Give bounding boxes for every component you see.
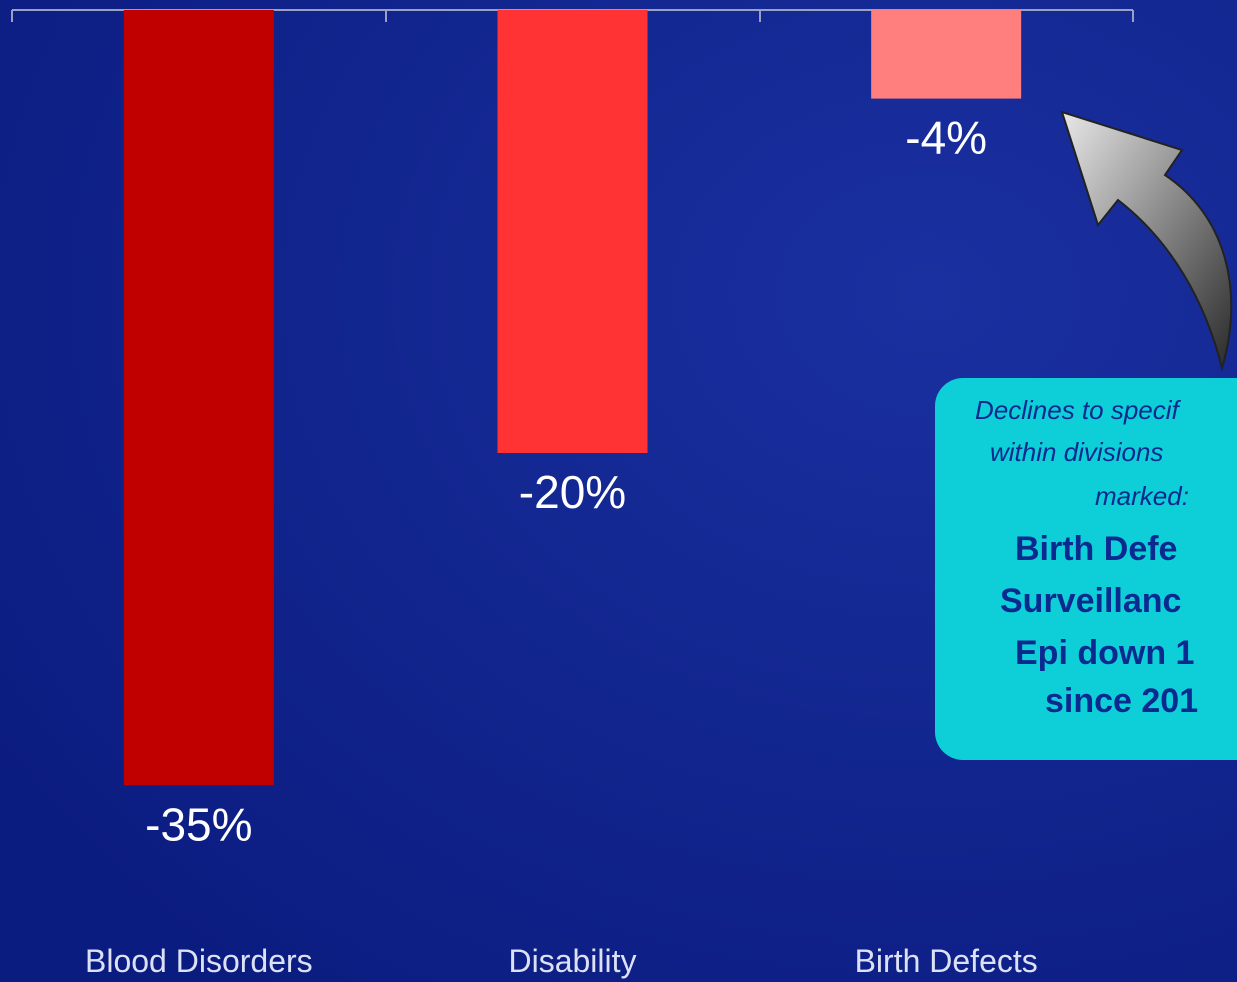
- chart: Declines to specif within divisions marked…: [0, 0, 1237, 982]
- page: {"chart_data": {"type": "bar", "categori…: [0, 0, 1237, 982]
- value-label: -4%: [905, 112, 987, 164]
- note-line: Epi down 1: [1015, 634, 1194, 672]
- note-line: Surveillanc: [1000, 582, 1181, 620]
- value-label: -20%: [519, 466, 626, 518]
- note-line: Declines to specif: [975, 395, 1182, 425]
- category-label: Disability: [508, 943, 636, 979]
- bar: [498, 10, 648, 453]
- note-line: marked:: [1095, 481, 1189, 511]
- value-label: -35%: [145, 798, 252, 850]
- bar: [871, 10, 1021, 99]
- category-label: Blood Disorders: [85, 943, 313, 979]
- bar: [124, 10, 274, 785]
- note-line: Birth Defe: [1015, 530, 1177, 568]
- note-line: within divisions: [990, 437, 1163, 467]
- note-line: since 201: [1045, 682, 1198, 720]
- category-label: Birth Defects: [855, 943, 1038, 979]
